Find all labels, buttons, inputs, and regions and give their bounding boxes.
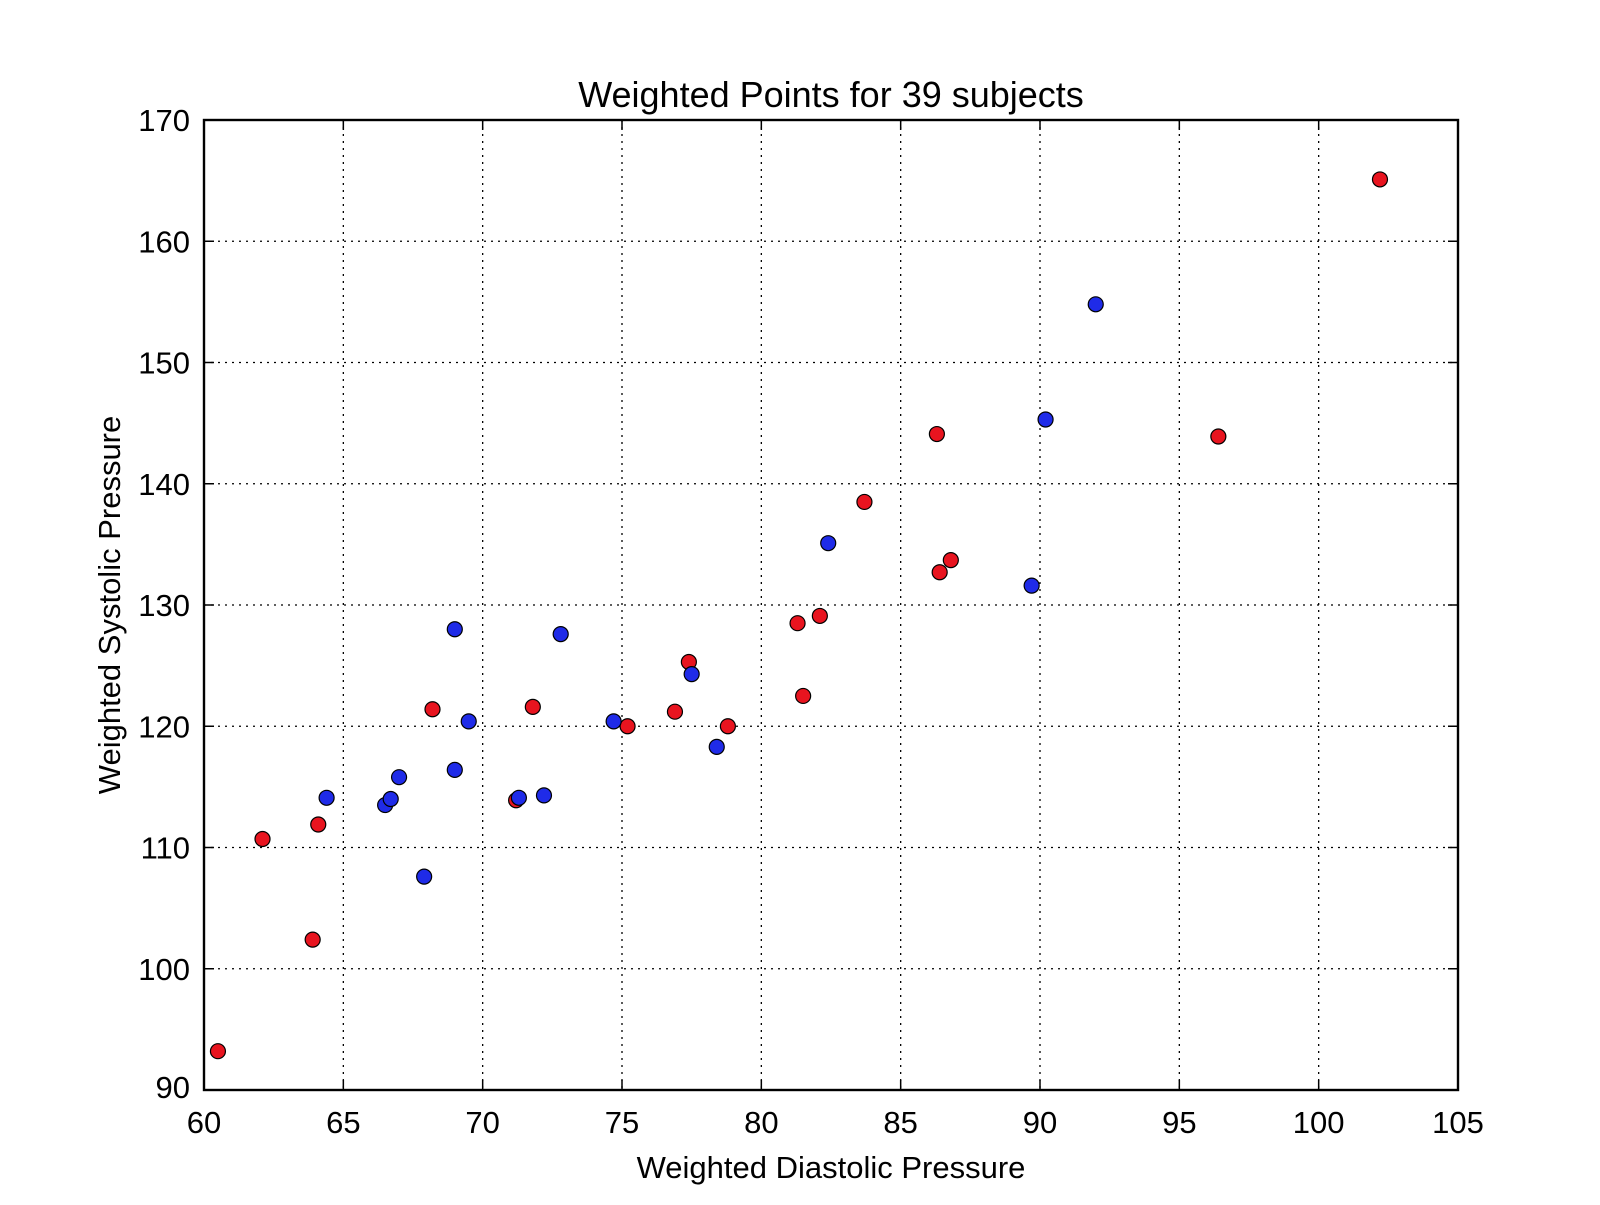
blue-data-point — [446, 621, 463, 638]
y-axis-label: Weighted Systolic Pressure — [92, 416, 127, 794]
y-tick-label: 120 — [138, 709, 190, 744]
x-tick-label: 100 — [1293, 1105, 1345, 1140]
red-data-point — [856, 493, 873, 511]
blue-data-point — [1037, 411, 1054, 428]
x-tick-label: 95 — [1162, 1105, 1196, 1140]
tick-labels: 60 65 70 75 80 85 90 95 100 105 90 100 110 120 130 140 1… — [138, 103, 1484, 1140]
x-tick-label: 60 — [187, 1105, 221, 1140]
red-data-point — [424, 701, 441, 718]
red-data-point — [942, 552, 959, 569]
blue-data-point — [820, 535, 837, 552]
red-data-point — [719, 718, 736, 735]
red-data-point — [619, 718, 636, 735]
x-tick-label: 70 — [465, 1105, 499, 1140]
blue-data-point — [552, 625, 569, 643]
blue-data-point — [382, 790, 399, 808]
y-tick-label: 150 — [138, 346, 190, 381]
red-data-point — [795, 687, 812, 705]
blue-data-point — [1023, 577, 1040, 594]
blue-data-point — [460, 713, 477, 730]
red-data-point — [931, 564, 948, 581]
data-points — [209, 171, 1389, 1060]
y-tick-label: 130 — [138, 588, 190, 623]
x-tick-label: 105 — [1432, 1105, 1484, 1140]
chart-title: Weighted Points for 39 subjects — [578, 74, 1084, 115]
blue-data-point — [708, 738, 725, 755]
y-tick-label: 110 — [141, 831, 190, 866]
blue-data-point — [683, 666, 700, 683]
y-tick-label: 140 — [138, 467, 190, 502]
y-tick-label: 100 — [138, 952, 190, 987]
x-tick-label: 85 — [883, 1105, 917, 1140]
red-data-point — [928, 425, 945, 443]
x-tick-label: 65 — [326, 1105, 360, 1140]
red-data-point — [304, 931, 321, 948]
x-tick-label: 80 — [744, 1105, 778, 1140]
y-tick-label: 160 — [138, 224, 190, 259]
x-tick-label: 90 — [1023, 1105, 1057, 1140]
y-tick-label: 90 — [156, 1070, 190, 1105]
red-data-point — [789, 615, 806, 632]
red-data-point — [209, 1043, 227, 1060]
red-data-point — [666, 703, 684, 720]
blue-data-point — [510, 789, 527, 806]
blue-data-point — [605, 713, 622, 730]
blue-data-point — [390, 769, 408, 786]
red-data-point — [1371, 171, 1389, 188]
blue-data-point — [1087, 296, 1104, 313]
blue-data-point — [535, 787, 553, 804]
red-data-point — [310, 816, 327, 833]
blue-data-point — [416, 868, 433, 885]
red-data-point — [254, 830, 271, 848]
x-tick-label: 75 — [605, 1105, 639, 1140]
grid — [204, 120, 1458, 1090]
red-data-point — [524, 698, 541, 715]
x-axis-label: Weighted Diastolic Pressure — [637, 1150, 1026, 1185]
axis-ticks — [203, 119, 1459, 1091]
red-data-point — [811, 607, 828, 625]
red-data-point — [1210, 428, 1227, 445]
blue-data-point — [446, 761, 463, 779]
y-tick-label: 170 — [138, 103, 190, 138]
blue-data-point — [318, 789, 335, 806]
